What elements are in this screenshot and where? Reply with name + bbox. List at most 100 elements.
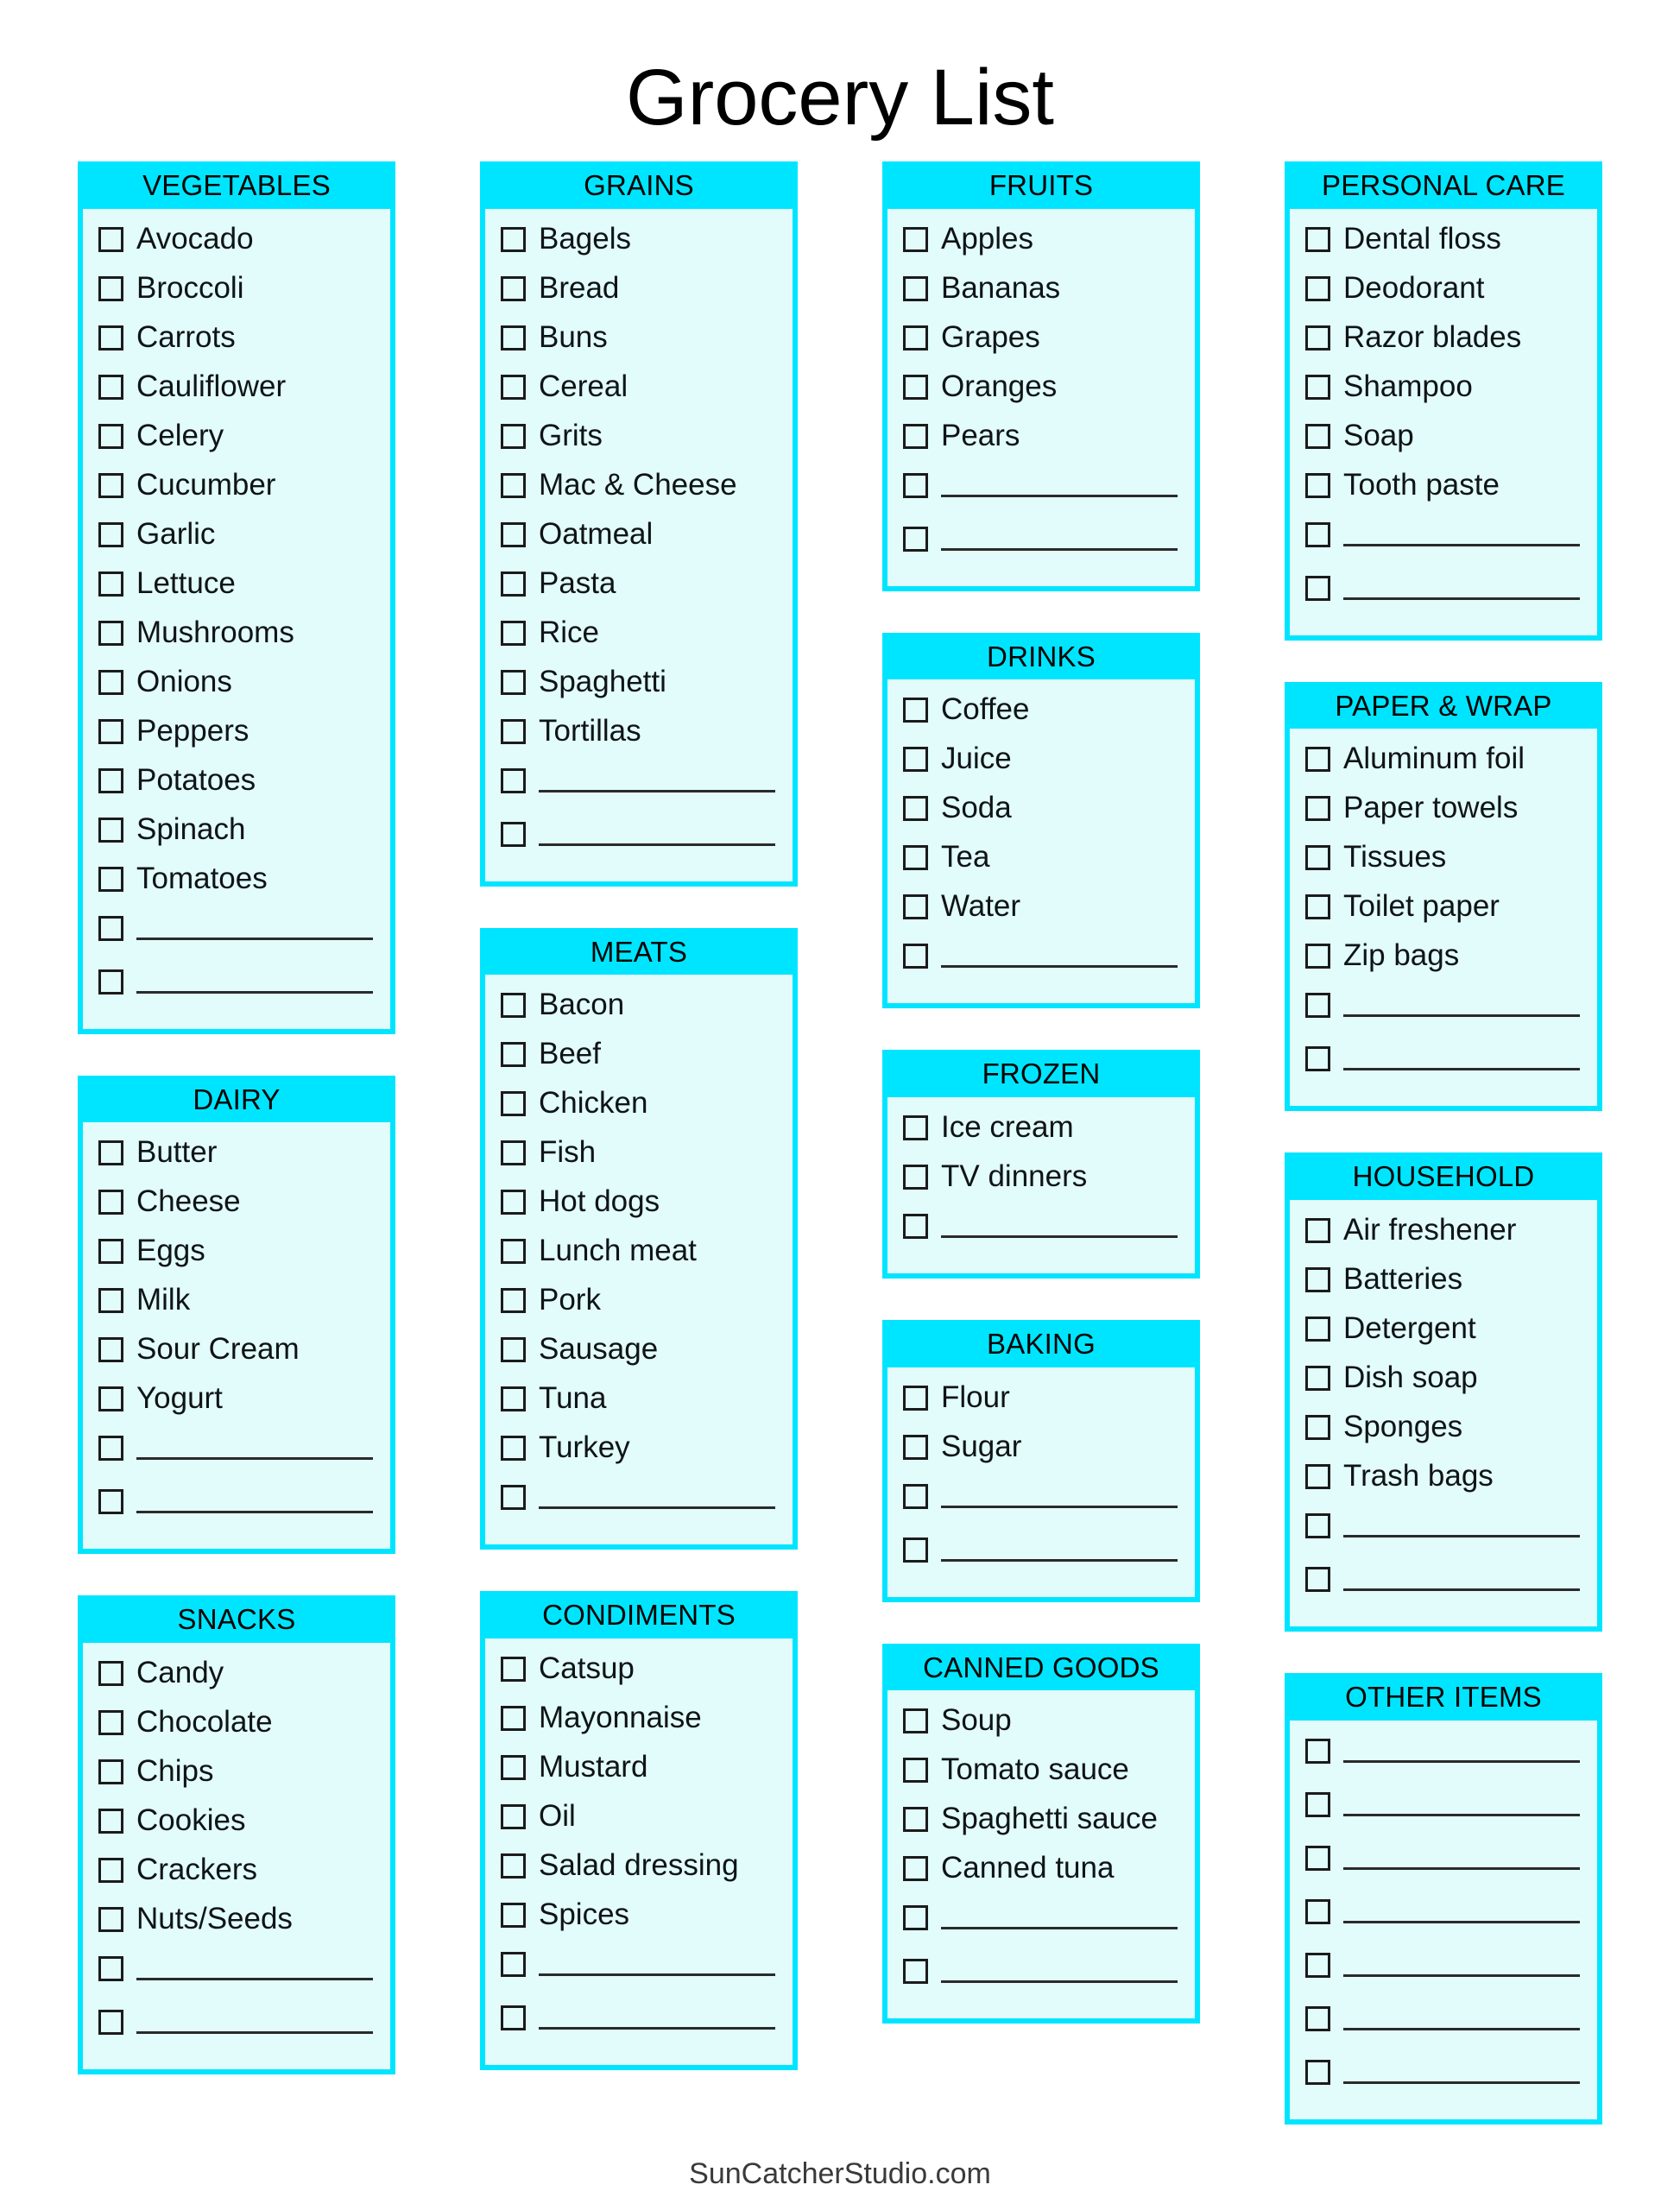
list-item[interactable]: Oranges [903,367,1183,416]
checkbox-icon[interactable] [501,1042,526,1068]
checkbox-icon[interactable] [501,571,526,597]
write-in-line[interactable] [1343,543,1580,546]
checkbox-icon[interactable] [98,620,123,646]
checkbox-icon[interactable] [903,845,928,871]
blank-list-item[interactable] [903,1951,1183,2005]
list-item[interactable]: Pears [903,416,1183,465]
write-in-line[interactable] [941,494,1178,497]
write-in-line[interactable] [136,1977,373,1980]
blank-list-item[interactable] [1305,1945,1585,1998]
checkbox-icon[interactable] [903,226,928,252]
write-in-line[interactable] [941,1558,1178,1562]
checkbox-icon[interactable] [903,1807,928,1833]
checkbox-icon[interactable] [903,526,928,552]
checkbox-icon[interactable] [501,1337,526,1363]
checkbox-icon[interactable] [501,1754,526,1780]
write-in-line[interactable] [539,843,775,846]
checkbox-icon[interactable] [903,1483,928,1509]
list-item[interactable]: Grits [501,416,780,465]
checkbox-icon[interactable] [1305,1316,1330,1342]
write-in-line[interactable] [941,1980,1178,1984]
checkbox-icon[interactable] [1305,226,1330,252]
checkbox-icon[interactable] [1305,845,1330,871]
write-in-line[interactable] [1343,1014,1580,1018]
checkbox-icon[interactable] [501,226,526,252]
blank-list-item[interactable] [98,962,378,1015]
list-item[interactable]: Eggs [98,1231,378,1280]
checkbox-icon[interactable] [1305,993,1330,1019]
list-item[interactable]: Butter [98,1133,378,1182]
checkbox-icon[interactable] [98,275,123,301]
list-item[interactable]: Tissues [1305,837,1585,887]
checkbox-icon[interactable] [98,423,123,449]
checkbox-icon[interactable] [903,944,928,969]
list-item[interactable]: Salad dressing [501,1846,780,1895]
checkbox-icon[interactable] [1305,423,1330,449]
checkbox-icon[interactable] [903,472,928,498]
blank-list-item[interactable] [501,1944,780,1998]
blank-list-item[interactable] [98,2002,378,2055]
checkbox-icon[interactable] [98,817,123,843]
checkbox-icon[interactable] [903,1758,928,1784]
checkbox-icon[interactable] [501,669,526,695]
write-in-line[interactable] [1343,1759,1580,1763]
checkbox-icon[interactable] [98,1140,123,1166]
list-item[interactable]: Apples [903,219,1183,268]
blank-list-item[interactable] [1305,1838,1585,1891]
list-item[interactable]: Deodorant [1305,268,1585,318]
list-item[interactable]: Paper towels [1305,788,1585,837]
checkbox-icon[interactable] [98,767,123,793]
write-in-line[interactable] [941,965,1178,969]
write-in-line[interactable] [941,1505,1178,1508]
list-item[interactable]: Sponges [1305,1407,1585,1456]
checkbox-icon[interactable] [98,1660,123,1686]
list-item[interactable]: Detergent [1305,1309,1585,1358]
write-in-line[interactable] [136,1511,373,1514]
checkbox-icon[interactable] [98,1906,123,1932]
write-in-line[interactable] [136,937,373,940]
checkbox-icon[interactable] [501,423,526,449]
write-in-line[interactable] [539,789,775,792]
checkbox-icon[interactable] [98,1288,123,1314]
list-item[interactable]: Toilet paper [1305,887,1585,936]
list-item[interactable]: Cereal [501,367,780,416]
checkbox-icon[interactable] [1305,275,1330,301]
checkbox-icon[interactable] [98,1709,123,1735]
blank-list-item[interactable] [1305,515,1585,568]
checkbox-icon[interactable] [903,796,928,822]
list-item[interactable]: Carrots [98,318,378,367]
blank-list-item[interactable] [1305,568,1585,622]
checkbox-icon[interactable] [1305,1952,1330,1978]
write-in-line[interactable] [539,2026,775,2030]
list-item[interactable]: Spaghetti [501,662,780,711]
list-item[interactable]: Mushrooms [98,613,378,662]
blank-list-item[interactable] [903,1206,1183,1260]
checkbox-icon[interactable] [501,1656,526,1682]
list-item[interactable]: Air freshener [1305,1210,1585,1260]
list-item[interactable]: Oil [501,1796,780,1846]
list-item[interactable]: Oatmeal [501,515,780,564]
write-in-line[interactable] [136,1457,373,1461]
write-in-line[interactable] [1343,1068,1580,1071]
blank-list-item[interactable] [1305,1998,1585,2052]
checkbox-icon[interactable] [98,1436,123,1462]
list-item[interactable]: Cucumber [98,465,378,515]
list-item[interactable]: Hot dogs [501,1182,780,1231]
list-item[interactable]: Bread [501,268,780,318]
write-in-line[interactable] [136,990,373,994]
blank-list-item[interactable] [98,1428,378,1481]
checkbox-icon[interactable] [1305,1512,1330,1538]
checkbox-icon[interactable] [1305,575,1330,601]
checkbox-icon[interactable] [1305,1046,1330,1072]
list-item[interactable]: Garlic [98,515,378,564]
list-item[interactable]: Sugar [903,1427,1183,1476]
blank-list-item[interactable] [903,519,1183,572]
checkbox-icon[interactable] [98,521,123,547]
checkbox-icon[interactable] [98,1190,123,1216]
blank-list-item[interactable] [903,1897,1183,1951]
write-in-line[interactable] [941,1234,1178,1238]
blank-list-item[interactable] [98,1481,378,1535]
checkbox-icon[interactable] [501,718,526,744]
checkbox-icon[interactable] [903,1537,928,1563]
blank-list-item[interactable] [501,1998,780,2051]
